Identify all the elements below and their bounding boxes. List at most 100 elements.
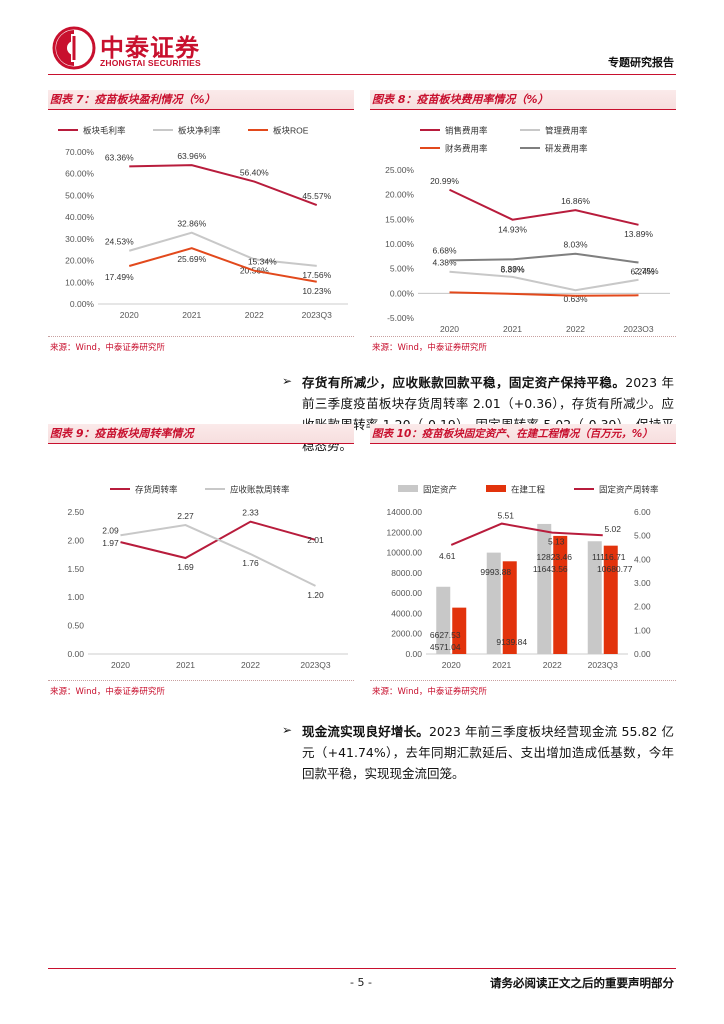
y-tick-label: 0.00 [67, 649, 84, 659]
series-line-2 [120, 524, 316, 587]
data-label: 2.75% [634, 266, 659, 276]
fig7-source: 来源：Wind，中泰证券研究所 [50, 343, 165, 353]
data-label: 2.27 [177, 511, 194, 521]
fig10-chart: 固定资产 在建工程 固定资产周转率 0.00 2000.00 4000.00 6000.00… [387, 485, 659, 671]
bar-data-label: 11116.71 [592, 552, 626, 562]
data-label: 6.68% [432, 245, 457, 255]
fig7-title: 图表 7：疫苗板块盈利情况（%） [48, 90, 354, 110]
bar-fixed-assets [436, 586, 451, 654]
legend-label: 板块毛利率 [83, 126, 126, 136]
paragraph-cashflow-body: 2023 年前三季度板块经营现金流 55.82 亿元（+41.74%），去年同期… [302, 724, 674, 781]
logo-mark-icon [52, 26, 96, 70]
data-label: 24.53% [105, 237, 134, 247]
fig10-title: 图表 10：疫苗板块固定资产、在建工程情况（百万元，%） [370, 424, 676, 444]
series-line-2 [449, 270, 639, 292]
y-tick-label: 6000.00 [391, 588, 422, 598]
logo-chinese-name: 中泰证券 [100, 34, 200, 62]
y-tick-label: 2000.00 [391, 629, 422, 639]
report-type: 专题研究报告 [608, 56, 674, 69]
line-data-label: 5.02 [604, 524, 621, 534]
bar-data-label: 4571.04 [430, 642, 461, 652]
data-label: 20.99% [430, 176, 459, 186]
x-tick-label: 2020 [111, 660, 130, 670]
legend-label: 财务费用率 [445, 144, 488, 154]
series-line-1 [449, 188, 639, 226]
data-label: 1.76 [242, 558, 259, 568]
y-tick-label: 20.00% [385, 190, 414, 200]
x-tick-label: 2020 [442, 660, 461, 670]
bar-fixed-assets [537, 523, 552, 654]
fig7-chart: 板块毛利率 板块净利率 板块ROE 0.00% 10.00% 20.00% 30.00% 40… [58, 126, 348, 320]
bar-data-label: 9993.88 [480, 567, 511, 577]
data-label: 0.63% [563, 294, 588, 304]
y-tick-label: 0.00% [70, 299, 95, 309]
data-label: 1.20 [307, 590, 324, 600]
y-tick-label: 0.50 [67, 621, 84, 631]
legend-label: 研发费用率 [545, 144, 588, 154]
bullet-arrow-icon: ➢ [282, 374, 293, 388]
bullet-arrow-icon: ➢ [282, 723, 293, 737]
data-label: 2.33 [242, 508, 259, 518]
x-tick-label: 2021 [503, 324, 522, 332]
data-label: 2.01 [307, 535, 324, 545]
data-label: 15.34% [248, 257, 277, 267]
bar-data-label: 11643.56 [533, 564, 568, 574]
line-data-label: 4.61 [439, 551, 456, 561]
x-tick-label: 2023Q3 [300, 660, 331, 670]
data-label: 32.86% [177, 219, 206, 229]
y-tick-label: 2.50 [67, 507, 84, 517]
data-label: 6.24% [630, 267, 655, 277]
data-label: 63.36% [105, 152, 134, 162]
x-tick-label: 2022 [566, 324, 585, 332]
bar-fixed-assets [486, 552, 501, 654]
fig8-source-divider [370, 336, 676, 337]
x-tick-label: 2021 [492, 660, 511, 670]
footer-disclaimer: 请务必阅读正文之后的重要声明部分 [490, 976, 674, 990]
y-tick-label: 10.00% [385, 239, 414, 249]
data-label: 2.09 [102, 525, 119, 535]
y-tick-label: 1.50 [67, 564, 84, 574]
y-right-tick-label: 5.00 [634, 531, 651, 541]
y-tick-label: 15.00% [385, 214, 414, 224]
paragraph-cashflow-heading: 现金流实现良好增长。 [302, 724, 429, 739]
data-label: 17.49% [105, 272, 134, 282]
bar-data-label: 10680.77 [597, 564, 633, 574]
y-right-tick-label: 6.00 [634, 507, 651, 517]
page-number: - 5 - [350, 976, 372, 989]
fig10-source: 来源：Wind，中泰证券研究所 [372, 687, 487, 697]
fig9-title: 图表 9：疫苗板块周转率情况 [48, 424, 354, 444]
y-right-tick-label: 0.00 [634, 649, 651, 659]
x-tick-label: 2022 [543, 660, 562, 670]
y-tick-label: 0.00 [405, 649, 422, 659]
y-tick-label: 5.00% [390, 264, 415, 274]
legend-label: 管理费用率 [545, 126, 588, 136]
paragraph-turnover-heading: 存货有所减少，应收账款回款平稳，固定资产保持平稳。 [302, 375, 626, 390]
y-tick-label: 2.00 [67, 535, 84, 545]
y-tick-label: 20.00% [65, 256, 94, 266]
y-tick-label: 50.00% [65, 190, 94, 200]
y-tick-label: 12000.00 [387, 527, 423, 537]
x-tick-label: 2021 [182, 310, 201, 320]
legend-swatch [398, 485, 418, 492]
fig9-chart: 存货周转率 应收账款周转率 0.00 0.50 1.00 1.50 2.00 2.50 2020… [67, 485, 348, 670]
fig9-source-divider [48, 680, 354, 681]
bar-construction [553, 535, 568, 654]
data-label: 63.96% [177, 151, 206, 161]
y-right-tick-label: 4.00 [634, 554, 651, 564]
y-right-tick-label: 2.00 [634, 602, 651, 612]
legend-label: 存货周转率 [135, 485, 178, 495]
legend-swatch [486, 485, 506, 492]
y-right-tick-label: 3.00 [634, 578, 651, 588]
data-label: 56.40% [240, 168, 269, 178]
legend-label: 板块ROE [273, 126, 309, 136]
x-tick-label: 2023Q3 [302, 310, 333, 320]
fig7-source-divider [48, 336, 354, 337]
company-logo: 中泰证券 ZHONGTAI SECURITIES [52, 26, 232, 74]
x-tick-label: 2022 [245, 310, 264, 320]
legend-label: 固定资产周转率 [599, 485, 659, 495]
y-tick-label: 40.00% [65, 212, 94, 222]
legend-label: 固定资产 [423, 485, 457, 495]
fig8-source: 来源：Wind，中泰证券研究所 [372, 343, 487, 353]
legend-label: 板块净利率 [178, 126, 221, 136]
